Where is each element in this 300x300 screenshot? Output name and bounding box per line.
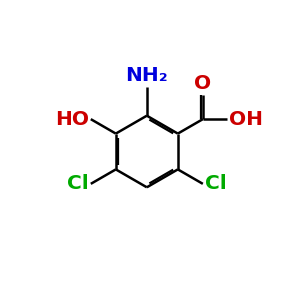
Text: HO: HO (55, 110, 89, 129)
Text: NH₂: NH₂ (125, 66, 168, 85)
Text: Cl: Cl (67, 174, 89, 193)
Text: Cl: Cl (205, 174, 226, 193)
Text: OH: OH (229, 110, 263, 129)
Text: O: O (194, 74, 212, 93)
